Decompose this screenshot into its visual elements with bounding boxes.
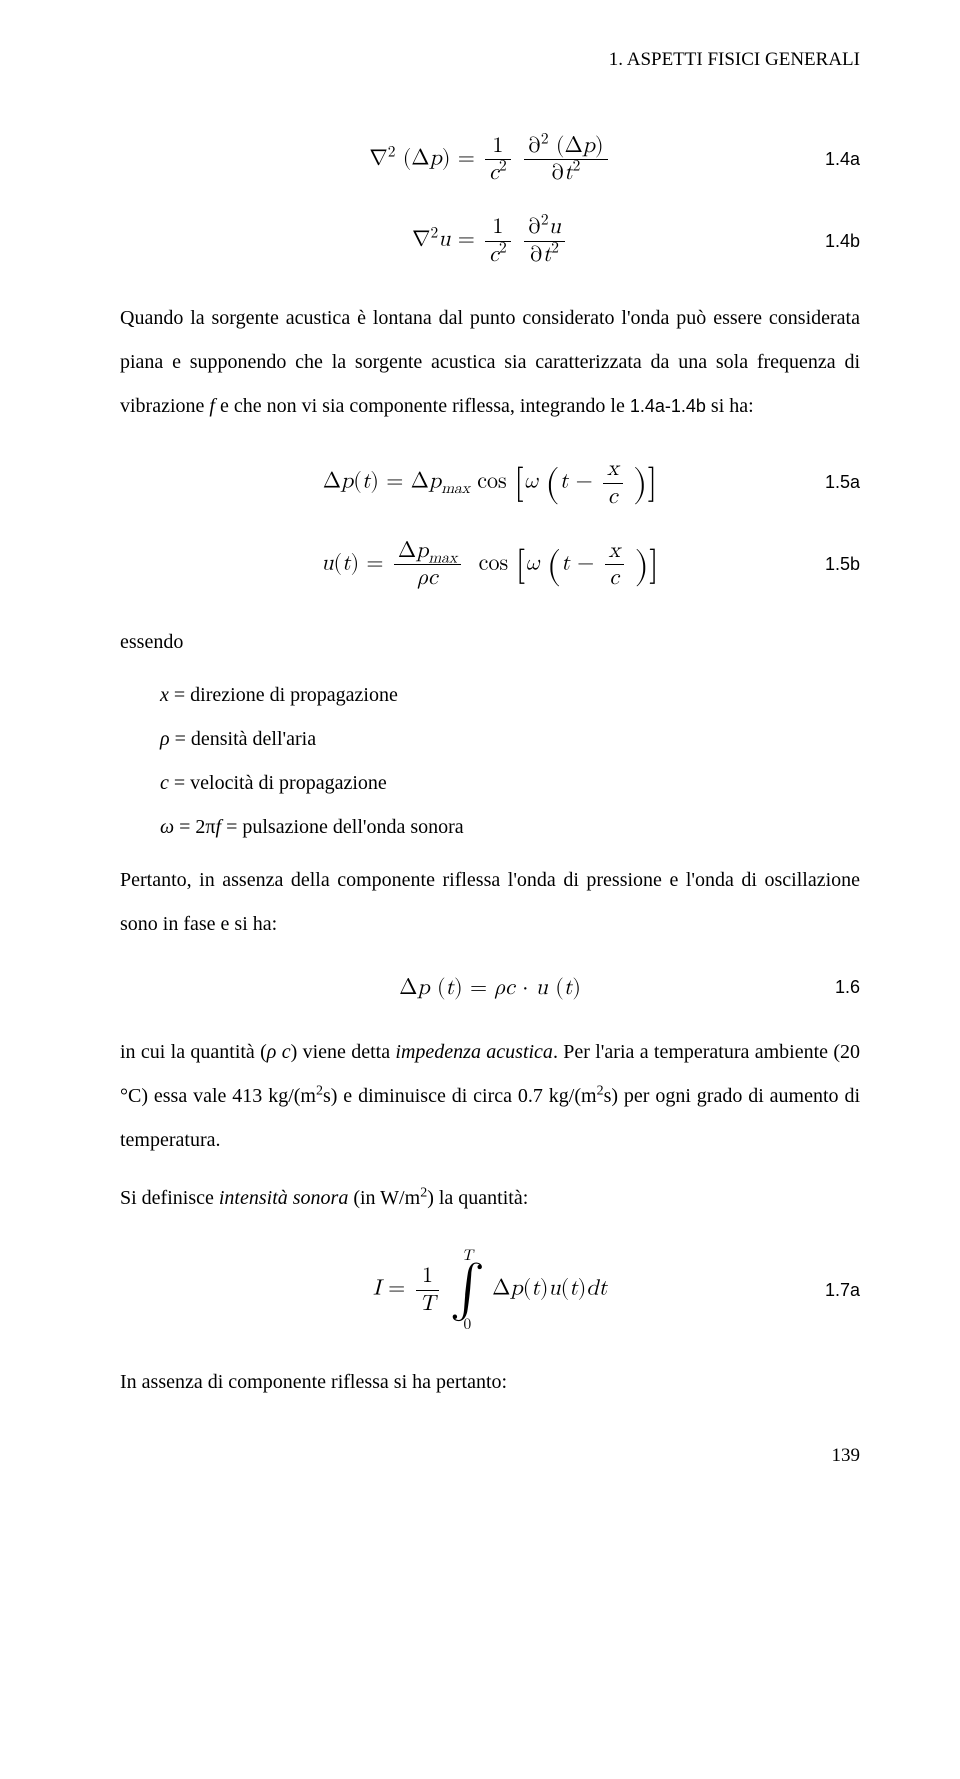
equation-1-7a: I = 1T T∫0 ∆p(t)u(t)dt 1.7a bbox=[120, 1248, 860, 1332]
def-rho-desc: = densità dell'aria bbox=[170, 728, 317, 750]
p1-ref: 1.4a-1.4b bbox=[630, 396, 706, 416]
def-omega: ω = 2πf = pulsazione dell'onda sonora bbox=[160, 814, 860, 840]
eq-label-1-4b: 1.4b bbox=[825, 230, 860, 253]
eq-1-7a-body: I = 1T T∫0 ∆p(t)u(t)dt bbox=[373, 1248, 607, 1332]
def-c: c = velocità di propagazione bbox=[160, 770, 860, 796]
equation-1-4a: ∇2 (∆p) = 1c2 ∂2 (∆p)∂t2 1.4a bbox=[120, 133, 860, 187]
definition-list: x = direzione di propagazione ρ = densit… bbox=[160, 682, 860, 840]
p3-sup1: 2 bbox=[316, 1084, 323, 1099]
paragraph-3: in cui la quantità (ρ c) viene detta imp… bbox=[120, 1030, 860, 1162]
equation-1-4b: ∇2u = 1c2 ∂2u∂t2 1.4b bbox=[120, 214, 860, 268]
eq-1-5b-body: u(t) = ∆pmaxρc cos [ω (t − xc )] bbox=[321, 538, 659, 592]
def-x: x = direzione di propagazione bbox=[160, 682, 860, 708]
def-c-sym: c bbox=[160, 772, 169, 794]
def-omega-desc: = pulsazione dell'onda sonora bbox=[221, 816, 464, 838]
eq-label-1-5a: 1.5a bbox=[825, 471, 860, 494]
p1-c: si ha: bbox=[706, 395, 754, 417]
p4-a: Si definisce bbox=[120, 1187, 219, 1209]
def-rho-sym: ρ bbox=[160, 728, 170, 750]
p3-sup2: 2 bbox=[597, 1084, 604, 1099]
p3-a: in cui la quantità ( bbox=[120, 1041, 267, 1063]
running-header: 1. ASPETTI FISICI GENERALI bbox=[120, 48, 860, 73]
def-c-desc: = velocità di propagazione bbox=[169, 772, 387, 794]
p4-c: ) la quantità: bbox=[427, 1187, 528, 1209]
eq-label-1-7a: 1.7a bbox=[825, 1279, 860, 1302]
eq-label-1-4a: 1.4a bbox=[825, 148, 860, 171]
equation-1-5b: u(t) = ∆pmaxρc cos [ω (t − xc )] 1.5b bbox=[120, 538, 860, 592]
eq-label-1-6: 1.6 bbox=[835, 976, 860, 999]
p4-int: intensità sonora bbox=[219, 1187, 348, 1209]
essendo-label: essendo bbox=[120, 620, 860, 664]
eq-label-1-5b: 1.5b bbox=[825, 553, 860, 576]
paragraph-1: Quando la sorgente acustica è lontana da… bbox=[120, 296, 860, 428]
p4-b: (in W/m bbox=[348, 1187, 420, 1209]
closing-line: In assenza di componente riflessa si ha … bbox=[120, 1360, 860, 1404]
p3-d: s) e diminuisce di circa 0.7 kg/(m bbox=[323, 1085, 597, 1107]
p3-rhoc: ρ c bbox=[267, 1041, 291, 1063]
p3-imp: impedenza acustica bbox=[395, 1041, 553, 1063]
eq-1-5a-body: ∆p(t) = ∆pmax cos [ω (t − xc )] bbox=[323, 456, 658, 510]
paragraph-4: Si definisce intensità sonora (in W/m2) … bbox=[120, 1176, 860, 1220]
paragraph-2: Pertanto, in assenza della componente ri… bbox=[120, 858, 860, 946]
eq-1-4a-body: ∇2 (∆p) = 1c2 ∂2 (∆p)∂t2 bbox=[369, 133, 610, 187]
equation-1-5a: ∆p(t) = ∆pmax cos [ω (t − xc )] 1.5a bbox=[120, 456, 860, 510]
eq-1-4b-body: ∇2u = 1c2 ∂2u∂t2 bbox=[412, 214, 568, 268]
equation-1-6: ∆p (t) = ρc · u (t) 1.6 bbox=[120, 974, 860, 1003]
def-rho: ρ = densità dell'aria bbox=[160, 726, 860, 752]
def-omega-sym: ω bbox=[160, 816, 174, 838]
page-number: 139 bbox=[120, 1444, 860, 1469]
def-omega-eq: = 2π bbox=[174, 816, 215, 838]
def-x-desc: = direzione di propagazione bbox=[169, 684, 398, 706]
p3-b: ) viene detta bbox=[291, 1041, 396, 1063]
p1-b: e che non vi sia componente riflessa, in… bbox=[215, 395, 630, 417]
def-x-sym: x bbox=[160, 684, 169, 706]
eq-1-6-body: ∆p (t) = ρc · u (t) bbox=[399, 974, 581, 1003]
